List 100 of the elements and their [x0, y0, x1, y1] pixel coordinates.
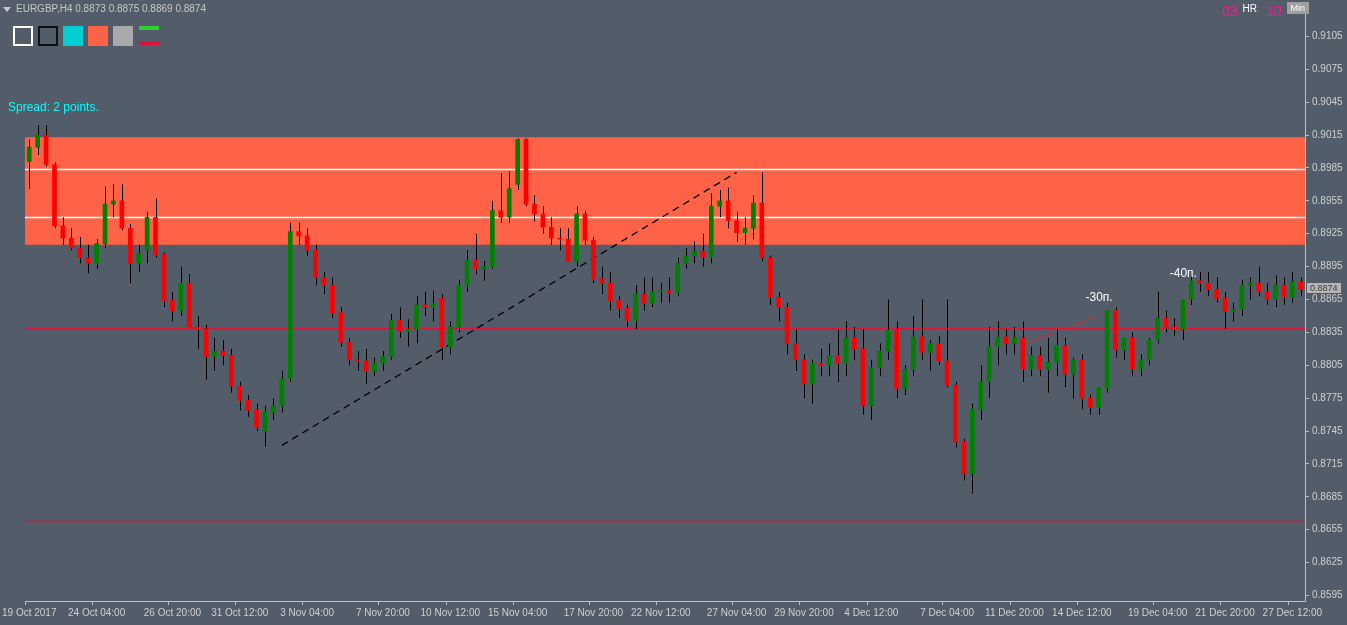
- candlestick: [666, 277, 672, 304]
- candlestick: [1028, 346, 1034, 377]
- x-tick-label: 17 Nov 20:00: [563, 606, 624, 618]
- y-tick-label: 0.8895: [1312, 260, 1344, 272]
- candlestick: [1298, 277, 1304, 297]
- x-tick-label: 7 Dec 04:00: [920, 606, 975, 618]
- x-tick-label: 19 Oct 2017: [2, 606, 57, 618]
- candlestick: [936, 335, 942, 366]
- candlestick: [212, 337, 217, 372]
- candlestick: [1247, 277, 1253, 301]
- candlestick: [136, 244, 142, 273]
- candlestick: [26, 138, 32, 190]
- candlestick: [296, 222, 302, 246]
- candlestick: [734, 211, 739, 242]
- x-tick-label: 7 Nov 20:00: [355, 606, 411, 618]
- y-tick-label: 0.9105: [1312, 30, 1344, 42]
- x-tick-label: 27 Dec 12:00: [1262, 606, 1323, 618]
- candlestick: [852, 326, 857, 361]
- candlestick: [447, 320, 453, 355]
- annotation: 10 Min: [1266, 2, 1307, 19]
- candlestick: [877, 342, 883, 377]
- candlestick: [776, 291, 782, 322]
- candlestick: [1155, 291, 1160, 344]
- candlestick: [1273, 274, 1278, 308]
- x-tick-label: 29 Nov 20:00: [774, 606, 835, 618]
- candlestick: [1012, 326, 1017, 355]
- candlestick: [405, 318, 411, 348]
- candlestick: [498, 172, 504, 224]
- y-tick-label: 0.8865: [1312, 293, 1344, 305]
- candlestick: [616, 295, 622, 319]
- y-tick-label: 0.9015: [1312, 128, 1344, 140]
- candlestick: [77, 236, 83, 264]
- candlestick: [271, 397, 276, 421]
- candlestick: [473, 233, 478, 275]
- candlestick: [397, 306, 403, 339]
- candlestick: [346, 337, 352, 366]
- candlestick: [1096, 386, 1102, 416]
- candlestick: [1037, 346, 1043, 377]
- candlestick: [683, 247, 689, 270]
- annotation: 03 HR: [1222, 3, 1258, 19]
- candlestick: [1290, 271, 1295, 304]
- candlestick: [85, 244, 91, 274]
- candlestick: [94, 238, 99, 270]
- y-tick-label: 0.8835: [1312, 326, 1344, 338]
- x-tick-label: 24 Oct 04:00: [67, 606, 126, 618]
- candlestick: [1231, 302, 1236, 322]
- candlestick: [826, 342, 832, 377]
- candlestick: [481, 260, 487, 282]
- candlestick: [245, 394, 251, 418]
- candlestick: [69, 227, 74, 251]
- candlestick: [1146, 337, 1152, 366]
- y-tick-label: 0.8655: [1312, 523, 1344, 535]
- candlestick: [565, 227, 571, 262]
- candlestick: [431, 290, 436, 322]
- candlestick: [237, 381, 243, 411]
- candlestick: [927, 339, 933, 372]
- candlestick: [1256, 266, 1262, 297]
- candlestick: [658, 282, 664, 304]
- candlestick: [793, 328, 798, 372]
- candlestick: [532, 194, 537, 223]
- candlestick: [995, 320, 1000, 366]
- annotation: Spread: 2 points.: [8, 100, 99, 114]
- candlestick: [170, 291, 175, 322]
- candlestick: [810, 359, 815, 405]
- series-label: -30п.: [1085, 289, 1113, 304]
- x-tick-label: 31 Oct 12:00: [211, 606, 269, 618]
- y-tick-label: 0.8925: [1312, 227, 1344, 239]
- candlestick: [422, 291, 428, 317]
- x-tick-label: 3 Nov 04:00: [280, 606, 335, 618]
- x-tick-label: 26 Oct 20:00: [143, 606, 202, 618]
- x-tick-label: 19 Dec 04:00: [1127, 606, 1188, 618]
- candlestick: [1214, 277, 1219, 304]
- y-tick-label: 0.8955: [1312, 194, 1344, 206]
- candlestick: [1054, 328, 1059, 377]
- candlestick: [321, 271, 327, 295]
- candlestick: [549, 216, 554, 246]
- candlestick: [372, 357, 377, 377]
- candlestick: [818, 348, 824, 377]
- y-tick-label: 0.8745: [1312, 424, 1344, 436]
- candlestick: [254, 403, 259, 432]
- series-label: -40п.: [1169, 265, 1197, 280]
- candlestick: [717, 189, 723, 218]
- candlestick: [355, 350, 360, 372]
- candlestick: [35, 124, 40, 156]
- x-tick-label: 21 Dec 20:00: [1195, 606, 1256, 618]
- candlestick: [725, 187, 731, 229]
- x-tick-label: 11 Dec 20:00: [985, 606, 1045, 618]
- candlestick: [1071, 357, 1076, 399]
- x-tick-label: 14 Dec 12:00: [1052, 606, 1113, 618]
- candlestick: [835, 328, 840, 383]
- y-tick-label: 0.8595: [1312, 589, 1344, 601]
- x-tick-label: 27 Nov 04:00: [706, 606, 767, 618]
- candlestick: [1003, 328, 1009, 355]
- y-tick-label: 0.8685: [1312, 490, 1344, 502]
- candlestick: [1138, 353, 1144, 377]
- candlestick: [1087, 394, 1093, 416]
- candlestick: [557, 227, 563, 251]
- x-tick-label: 15 Nov 04:00: [487, 606, 548, 618]
- y-tick-label: 0.9075: [1312, 63, 1344, 75]
- y-tick-label: 0.8985: [1312, 161, 1344, 173]
